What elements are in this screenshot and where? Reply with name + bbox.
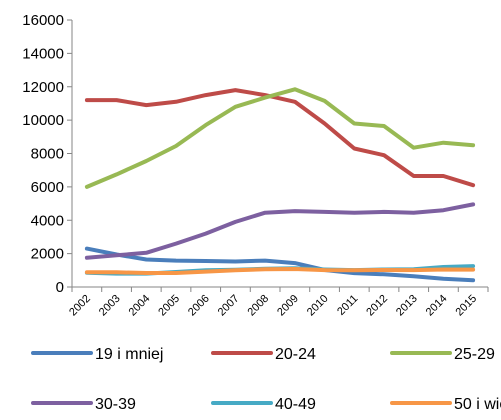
x-tick-label: 2008	[245, 293, 271, 319]
x-tick-label: 2004	[127, 293, 153, 319]
x-tick-label: 2003	[97, 293, 123, 319]
y-tick-label: 14000	[22, 45, 64, 62]
legend-label: 19 i mniej	[95, 346, 163, 363]
x-tick-label: 2010	[305, 293, 331, 319]
series-lines	[84, 87, 476, 283]
legend-label: 20-24	[275, 346, 316, 363]
series-line	[84, 246, 476, 283]
series-line	[84, 87, 476, 189]
x-tick-label: 2014	[424, 293, 450, 319]
y-tick-label: 10000	[22, 112, 64, 129]
x-tick-label: 2015	[453, 293, 479, 319]
legend-label: 50 i więcej	[454, 396, 501, 413]
x-tick-label: 2002	[67, 293, 93, 319]
x-tick-label: 2006	[186, 293, 212, 319]
legend-label: 25-29	[454, 346, 495, 363]
y-tick-label: 2000	[31, 246, 64, 263]
x-tick-label: 2007	[216, 293, 242, 319]
y-tick-label: 12000	[22, 79, 64, 96]
series-line	[84, 267, 476, 275]
legend-label: 30-39	[95, 396, 136, 413]
y-tick-label: 8000	[31, 146, 64, 163]
x-tick-label: 2012	[364, 293, 390, 319]
y-tick-label: 16000	[22, 12, 64, 29]
x-tick-label: 2009	[275, 293, 301, 319]
y-tick-label: 4000	[31, 212, 64, 229]
legend-label: 40-49	[275, 396, 316, 413]
x-tick-label: 2005	[156, 293, 182, 319]
series-line	[84, 88, 476, 188]
x-tick-label: 2013	[394, 293, 420, 319]
chart-axes	[71, 20, 488, 288]
x-tick-label: 2011	[335, 293, 360, 318]
legend: 19 i mniej 20-24 25-29 30-39 40-49 50 i więce…	[31, 346, 501, 413]
x-axis-ticks: 2002 2003 2004 2005 2006 2007 2008 2009 2010 2011…	[67, 287, 489, 319]
y-tick-label: 6000	[31, 179, 64, 196]
y-tick-label: 0	[56, 279, 64, 296]
y-axis-ticks: 0 2000 4000 6000 8000 10000 12000 14000 16000	[22, 12, 72, 296]
series-line	[84, 202, 476, 260]
